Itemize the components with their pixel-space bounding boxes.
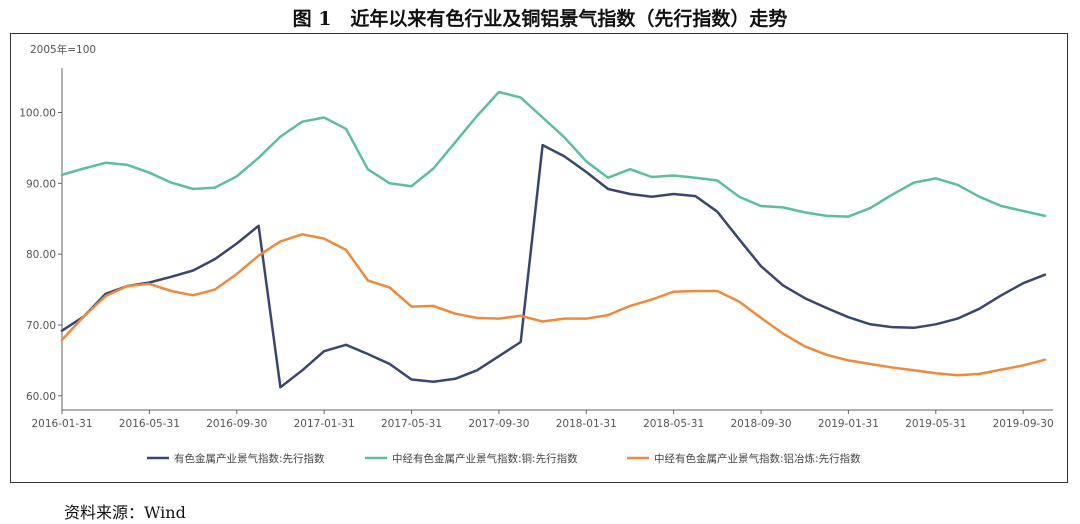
legend: 有色金属产业景气指数:先行指数 中经有色金属产业景气指数:铜:先行指数 中经有色金属…: [147, 452, 861, 465]
x-tick-label: 2019-05-31: [905, 418, 966, 430]
y-tick-label: 90.00: [26, 178, 56, 190]
x-tick-label: 2018-05-31: [643, 418, 704, 430]
y-ticks: 60.00 70.00 80.00 90.00 100.00: [19, 108, 62, 403]
series-lines: [60, 90, 1047, 389]
x-tick-label: 2019-09-30: [993, 418, 1054, 430]
x-tick-label: 2016-01-31: [31, 418, 92, 430]
x-ticks: 2016-01-31 2016-05-31 2016-09-30 2017-01-31…: [31, 410, 1054, 430]
y-tick-label: 70.00: [26, 320, 56, 332]
x-tick-label: 2017-01-31: [294, 418, 355, 430]
y-tick-label: 80.00: [26, 249, 56, 261]
legend-label-1: 有色金属产业景气指数:先行指数: [174, 452, 325, 465]
y-tick-label: 60.00: [26, 391, 56, 403]
source-note: 资料来源：Wind: [64, 503, 186, 522]
x-tick-label: 2017-09-30: [468, 418, 529, 430]
x-tick-label: 2018-09-30: [731, 418, 792, 430]
x-tick-label: 2019-01-31: [818, 418, 879, 430]
chart-axes: 2005年=100: [30, 43, 1053, 411]
x-tick-label: 2016-05-31: [119, 418, 180, 430]
legend-label-3: 中经有色金属产业景气指数:铝冶炼:先行指数: [654, 452, 861, 465]
y-unit-label: 2005年=100: [30, 43, 96, 56]
x-tick-label: 2016-09-30: [206, 418, 267, 430]
chart-frame: [10, 33, 1068, 483]
series-line-3: [60, 233, 1047, 377]
x-tick-label: 2017-05-31: [381, 418, 442, 430]
x-tick-label: 2018-01-31: [556, 418, 617, 430]
series-line-2: [60, 90, 1047, 218]
y-tick-label: 100.00: [19, 108, 56, 120]
legend-label-2: 中经有色金属产业景气指数:铜:先行指数: [392, 452, 578, 465]
series-line-1: [60, 143, 1047, 389]
figure-title: 图 1 近年以来有色行业及铜铝景气指数（先行指数）走势: [292, 8, 788, 30]
